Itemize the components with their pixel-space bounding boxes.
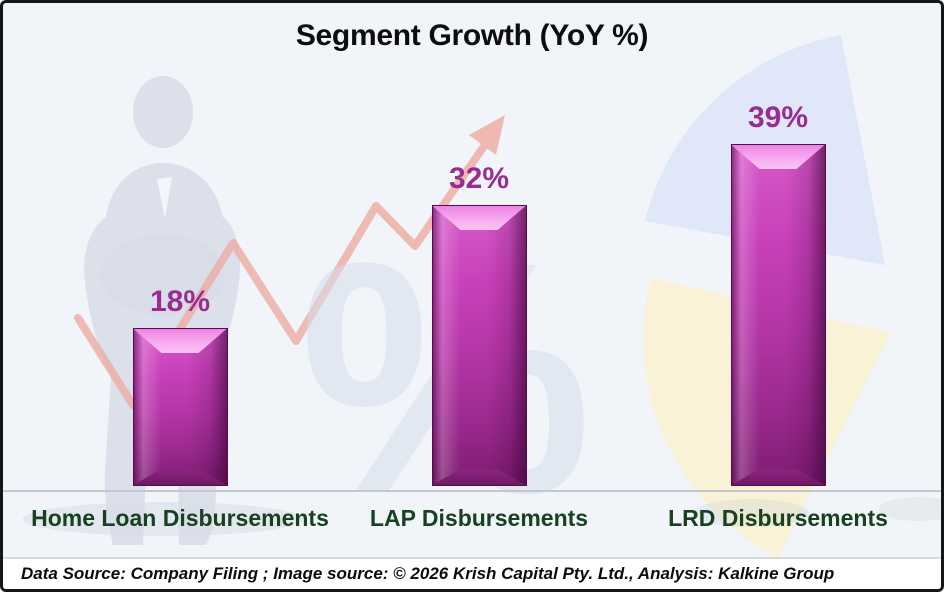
footer-text: Data Source: Company Filing ; Image sour… <box>21 564 835 583</box>
bar-value-label: 39% <box>747 101 809 134</box>
chart-title: Segment Growth (YoY %) <box>295 19 649 52</box>
bar-group-lap: 32% <box>399 162 559 486</box>
bar-lap <box>431 205 527 486</box>
bar-home-loan <box>132 328 228 486</box>
bar-lrd <box>730 144 826 486</box>
category-label: Home Loan Disbursements <box>31 505 329 531</box>
category-label: LRD Disbursements <box>668 505 888 531</box>
bar-value-label: 32% <box>448 162 510 195</box>
bar-value-label: 18% <box>149 285 211 318</box>
axis-baseline <box>3 490 941 492</box>
category-axis: Home Loan Disbursements LAP Disbursement… <box>3 505 941 541</box>
category-label: LAP Disbursements <box>369 505 589 531</box>
footer-bar: Data Source: Company Filing ; Image sour… <box>3 557 941 589</box>
bar-group-lrd: 39% <box>698 101 858 486</box>
shadow-ellipse <box>23 497 941 536</box>
bar-group-home-loan: 18% <box>100 285 260 486</box>
